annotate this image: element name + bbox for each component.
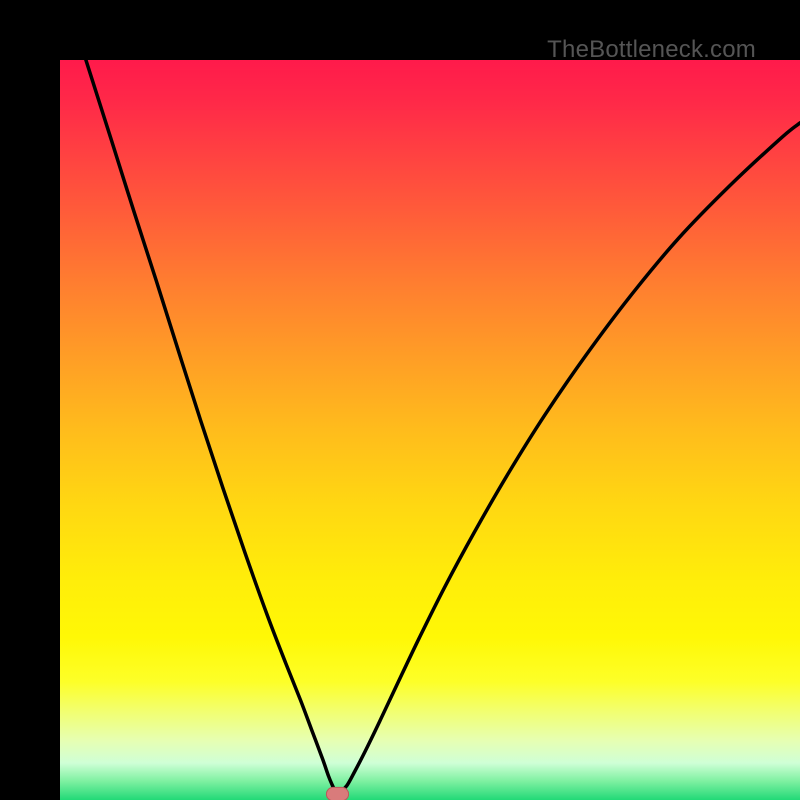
bottleneck-curve-chart [60,60,800,800]
chart-outer-frame: TheBottleneck.com [0,0,800,800]
gradient-background [60,60,800,800]
watermark-text: TheBottleneck.com [547,36,756,64]
minimum-marker [326,787,348,800]
plot-area [60,60,800,800]
